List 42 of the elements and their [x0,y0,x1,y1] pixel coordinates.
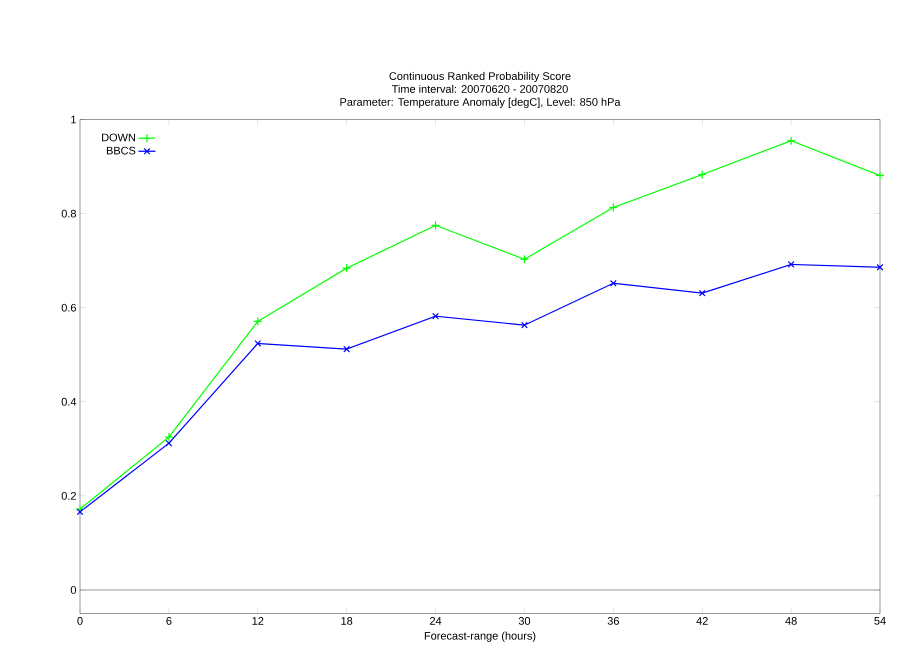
point [253,316,262,326]
legend-label: BBCS [106,146,136,154]
point [875,170,885,180]
point [430,220,440,230]
point [343,346,350,352]
point [788,260,795,268]
y-tick-label: 0.2 [62,492,76,500]
text: Parameter: Temperature Anomaly [degC], Level: 850 hPa [340,98,620,108]
x-tick-label: 36 [608,616,619,625]
chart-title: Continuous Ranked Probability Score [389,72,571,82]
x-tick-label: 12 [252,616,264,625]
point [610,280,617,287]
point [75,504,85,514]
x-tick-label: 24 [430,616,442,625]
point [520,254,530,264]
y-tick-label: 0.4 [62,398,76,406]
x-tick-label: 42 [696,616,708,625]
legend-label: DOWN [102,134,135,142]
point [432,312,439,320]
y-tick-label: 0.8 [62,210,76,218]
point [608,202,618,212]
point [165,440,172,447]
point [698,170,707,180]
point [876,264,884,271]
x-axis-title: Forecast-range (hours) [424,632,536,642]
x-tick-label: 54 [874,616,886,625]
point [76,508,84,516]
point [254,340,262,347]
x-tick-label: 30 [518,616,530,625]
text: Time interval: 20070620 - 20070820 [392,84,568,93]
x-tick-label: 6 [166,616,172,625]
y-tick-label: 0 [70,586,76,594]
point [786,136,796,146]
point [698,290,706,296]
point [164,432,174,442]
point [521,322,528,328]
x-tick-label: 48 [785,616,797,625]
x-tick-label: 0 [77,616,83,625]
x-tick-label: 18 [341,616,352,625]
y-tick-label: 1 [71,116,76,124]
point [342,264,352,273]
y-tick-label: 0.6 [62,304,76,312]
